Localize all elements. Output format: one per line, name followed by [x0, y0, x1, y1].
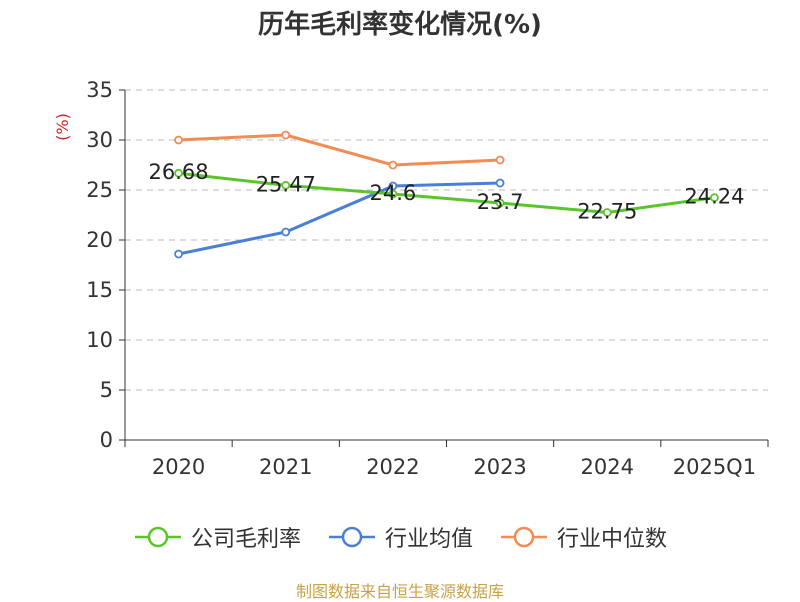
- source-note: 制图数据来自恒生聚源数据库: [295, 582, 504, 601]
- legend-label: 行业中位数: [557, 527, 668, 552]
- data-point: [495, 198, 505, 208]
- legend-marker: [501, 526, 547, 548]
- data-label: 24.24: [684, 185, 744, 209]
- y-tick-label: 35: [86, 78, 113, 102]
- series-line-0: [178, 171, 715, 214]
- data-point: [174, 249, 183, 259]
- legend-item[interactable]: 行业中位数: [499, 521, 667, 553]
- data-point: [495, 178, 505, 188]
- data-point: [388, 160, 398, 170]
- y-tick-label: 30: [86, 128, 113, 152]
- x-tick-label: 2021: [259, 455, 312, 479]
- legend-marker-circle: [341, 526, 363, 548]
- y-tick-label: 10: [86, 328, 113, 352]
- legend-item[interactable]: 行业均值: [327, 521, 473, 553]
- data-point: [388, 189, 398, 199]
- x-tick-label: 2023: [473, 455, 526, 479]
- x-tick-label: 2025Q1: [673, 455, 756, 479]
- data-label: 23.7: [477, 190, 524, 214]
- data-point: [281, 180, 291, 190]
- y-tick-label: 5: [100, 378, 113, 402]
- legend-item[interactable]: 公司毛利率: [133, 521, 301, 553]
- legend-marker-circle: [513, 526, 535, 548]
- series-line-1: [178, 181, 501, 256]
- legend: 公司毛利率 行业均值 行业中位数: [0, 520, 800, 554]
- y-tick-label: 25: [86, 178, 113, 202]
- y-tick-label: 0: [100, 428, 113, 452]
- legend-marker: [328, 526, 375, 548]
- data-point: [174, 135, 183, 145]
- x-tick-label: 2024: [581, 455, 634, 479]
- x-tick-label: 2020: [152, 455, 205, 479]
- legend-marker: [134, 526, 181, 548]
- data-label: 25.47: [256, 172, 316, 196]
- y-tick-label: 20: [86, 228, 113, 252]
- axes: 0 5 10 15 20 25 30 35 2020 2021 2022 2023 2024 2025Q1: [86, 78, 769, 479]
- data-point: [602, 208, 612, 217]
- x-tick-label: 2022: [366, 455, 419, 479]
- data-point: [174, 168, 183, 178]
- y-axis-label: (%): [53, 113, 72, 141]
- y-tick-label: 15: [86, 278, 113, 302]
- data-labels: 26.68 25.47 24.6 23.7 22.75 24.24: [149, 160, 745, 223]
- data-label: 26.68: [149, 160, 209, 184]
- legend-marker-circle: [147, 526, 169, 548]
- data-point: [388, 181, 398, 191]
- data-point: [281, 130, 291, 140]
- series-line-2: [178, 133, 501, 167]
- legend-label: 公司毛利率: [190, 527, 301, 552]
- chart-title: 历年毛利率变化情况(%): [258, 10, 542, 40]
- data-point: [281, 227, 291, 237]
- data-label: 22.75: [577, 200, 637, 224]
- data-point: [495, 155, 505, 165]
- legend-label: 行业均值: [384, 527, 473, 552]
- data-label: 24.6: [370, 181, 417, 205]
- series-layer: [174, 130, 719, 259]
- data-point: [710, 193, 719, 203]
- grid-lines: [125, 89, 768, 391]
